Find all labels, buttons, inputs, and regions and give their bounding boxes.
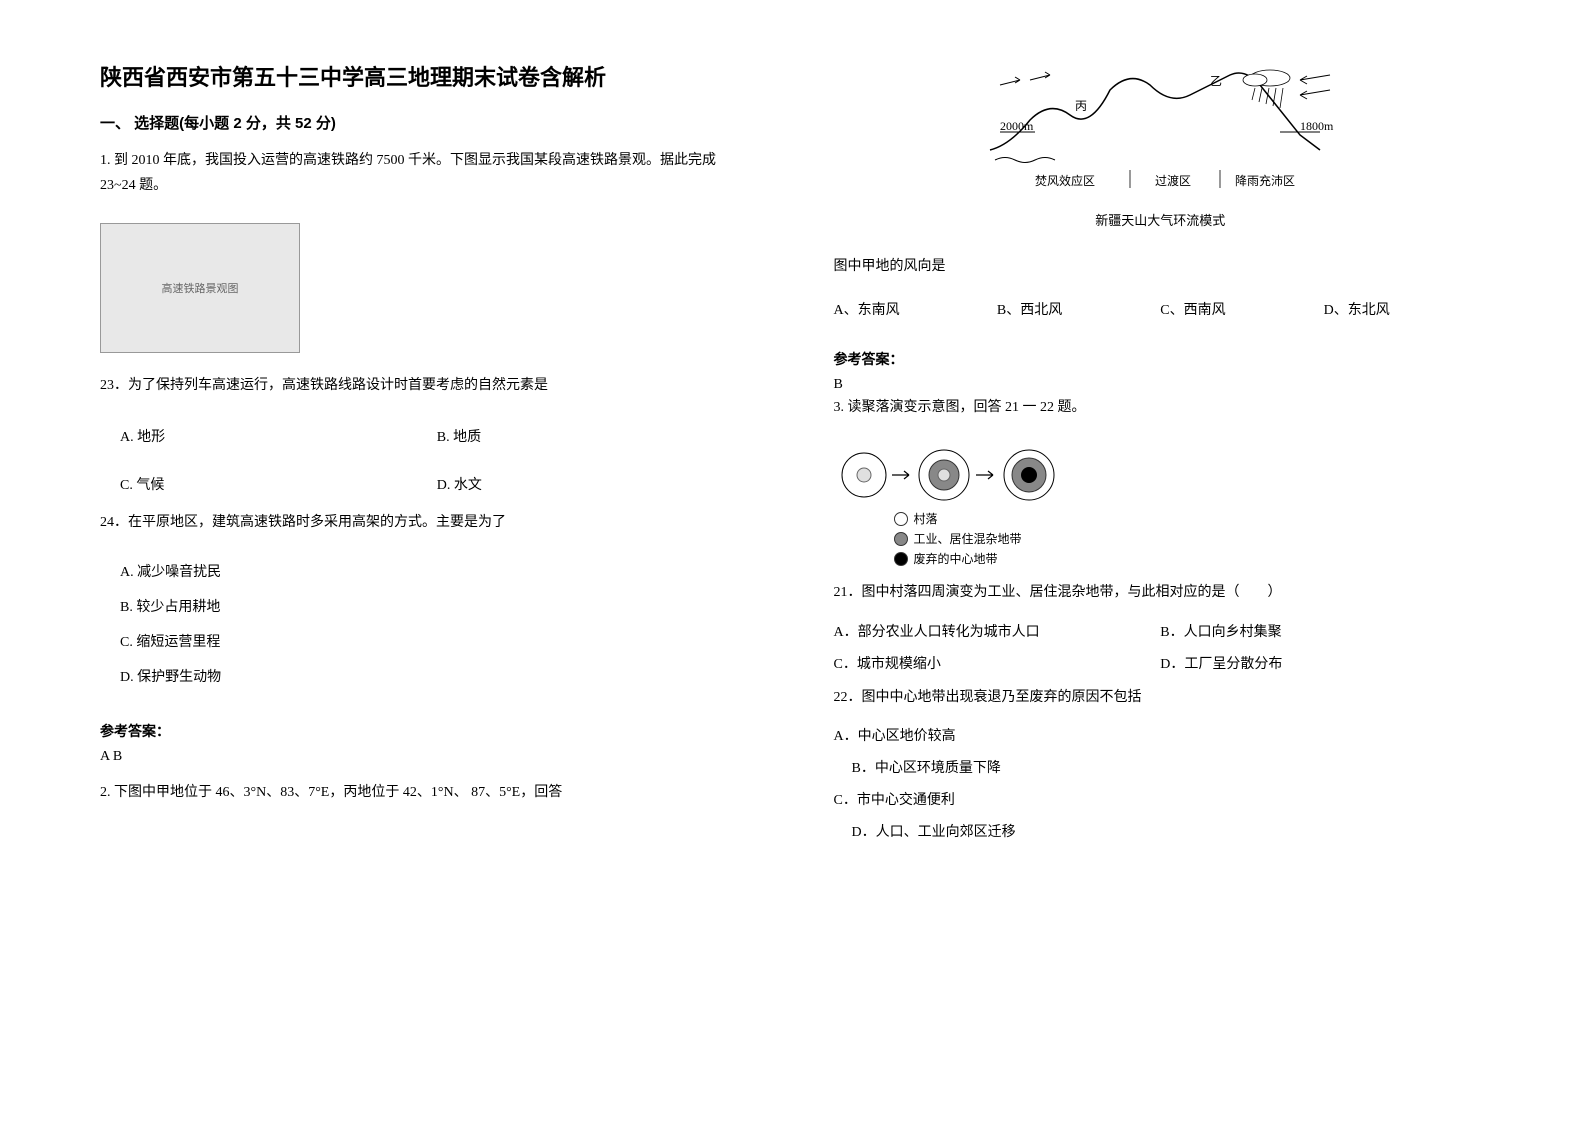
legend-label-3: 废弃的中心地带: [914, 550, 998, 567]
q1-sub23-opts-row2: C. 气候 D. 水文: [120, 472, 754, 500]
opt-d: D．工厂呈分散分布: [1160, 653, 1282, 673]
opt-c: C、西南风: [1160, 299, 1323, 319]
zone3-label: 降雨充沛区: [1235, 173, 1295, 188]
yi-label: 乙: [1210, 74, 1222, 88]
q1-sub23: 23．为了保持列车高速运行，高速铁路线路设计时首要考虑的自然元素是: [100, 373, 754, 398]
image-alt-text: 高速铁路景观图: [162, 280, 239, 296]
opt-c: C. 气候: [120, 472, 437, 500]
right-elevation-label: 1800m: [1300, 119, 1334, 133]
legend-swatch-3: [894, 552, 908, 566]
q2-sub-opts: A、东南风 B、西北风 C、西南风 D、东北风: [834, 299, 1488, 319]
opt-a: A. 地形: [120, 424, 437, 452]
opt-b: B. 较少占用耕地: [120, 595, 754, 620]
opt-d: D、东北风: [1324, 299, 1487, 319]
opt-b: B. 地质: [437, 424, 754, 452]
opt-b: B．中心区环境质量下降: [852, 757, 1488, 777]
opt-b: B．人口向乡村集聚: [1160, 621, 1281, 641]
q1-sub24-opts: A. 减少噪音扰民 B. 较少占用耕地 C. 缩短运营里程 D. 保护野生动物: [120, 560, 754, 701]
opt-d: D. 保护野生动物: [120, 665, 754, 690]
opt-d: D. 水文: [437, 472, 754, 500]
tianshan-diagram: 2000m 1800m 丙 乙: [980, 60, 1340, 200]
q3-sub22: 22．图中中心地带出现衰退乃至废弃的原因不包括: [834, 685, 1488, 710]
legend-item-3: 废弃的中心地带: [894, 550, 1094, 567]
left-column: 陕西省西安市第五十三中学高三地理期末试卷含解析 一、 选择题(每小题 2 分，共…: [100, 60, 754, 1062]
q3-sub21-opts-row1: A．部分农业人口转化为城市人口 B．人口向乡村集聚: [834, 621, 1488, 641]
q3-sub21-opts-row2: C．城市规模缩小 D．工厂呈分散分布: [834, 653, 1488, 673]
opt-d: D．人口、工业向郊区迁移: [852, 821, 1488, 841]
opt-c: C．市中心交通便利: [834, 789, 1488, 809]
opt-a: A．中心区地价较高: [834, 725, 1488, 745]
settlement-diagram: 村落 工业、居住混杂地带 废弃的中心地带: [834, 445, 1094, 565]
opt-a: A．部分农业人口转化为城市人口: [834, 621, 1161, 641]
q3-stem: 3. 读聚落演变示意图，回答 21 一 22 题。: [834, 395, 1488, 420]
settlement-svg: [834, 445, 1094, 505]
railway-image: 高速铁路景观图: [100, 223, 300, 353]
page-title: 陕西省西安市第五十三中学高三地理期末试卷含解析: [100, 60, 754, 92]
tianshan-caption: 新疆天山大气环流模式: [834, 210, 1488, 229]
opt-c: C. 缩短运营里程: [120, 630, 754, 655]
legend-swatch-2: [894, 532, 908, 546]
legend-item-2: 工业、居住混杂地带: [894, 530, 1094, 547]
legend-swatch-1: [894, 512, 908, 526]
opt-b: B、西北风: [997, 299, 1160, 319]
legend: 村落 工业、居住混杂地带 废弃的中心地带: [834, 510, 1094, 567]
legend-label-2: 工业、居住混杂地带: [914, 530, 1022, 547]
right-column: 2000m 1800m 丙 乙: [834, 60, 1488, 1062]
answer-text: B: [834, 377, 1488, 393]
q1-stem: 1. 到 2010 年底，我国投入运营的高速铁路约 7500 千米。下图显示我国…: [100, 148, 754, 198]
bing-label: 丙: [1075, 99, 1087, 113]
section-header: 一、 选择题(每小题 2 分，共 52 分): [100, 112, 754, 133]
q2-sub-text: 图中甲地的风向是: [834, 254, 1488, 279]
q1-sub24: 24．在平原地区，建筑高速铁路时多采用高架的方式。主要是为了: [100, 510, 754, 535]
zone2-label: 过渡区: [1155, 173, 1191, 188]
legend-item-1: 村落: [894, 510, 1094, 527]
legend-label-1: 村落: [914, 510, 938, 527]
opt-a: A. 减少噪音扰民: [120, 560, 754, 585]
q3-sub21: 21．图中村落四周演变为工业、居住混杂地带，与此相对应的是（ ）: [834, 580, 1488, 605]
answer-label: 参考答案：: [100, 721, 754, 741]
tianshan-svg: 2000m 1800m 丙 乙: [980, 60, 1340, 200]
q1-sub23-opts-row1: A. 地形 B. 地质: [120, 424, 754, 452]
answer-text: A B: [100, 749, 754, 765]
zone1-label: 焚风效应区: [1035, 173, 1095, 188]
q2-stem: 2. 下图中甲地位于 46、3°N、83、7°E，丙地位于 42、1°N、 87…: [100, 780, 754, 805]
rain-cloud: [1243, 70, 1290, 108]
opt-a: A、东南风: [834, 299, 997, 319]
opt-c: C．城市规模缩小: [834, 653, 1161, 673]
answer-label: 参考答案：: [834, 349, 1488, 369]
